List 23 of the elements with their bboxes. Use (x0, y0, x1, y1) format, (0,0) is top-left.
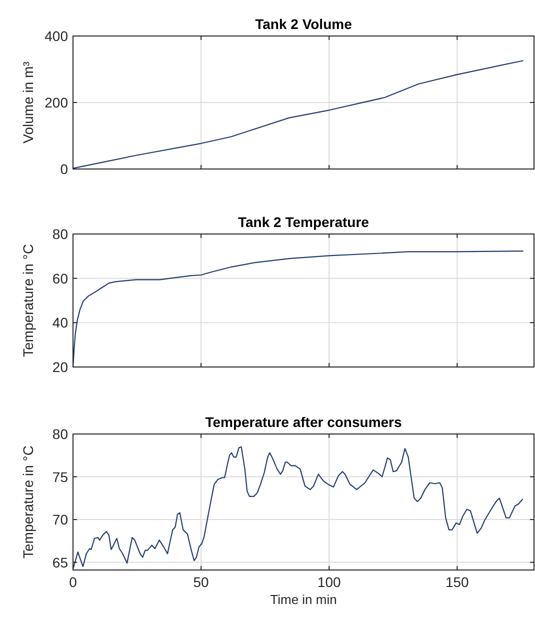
y-tick-label: 80 (52, 426, 68, 442)
y-tick-label: 40 (52, 314, 68, 331)
y-tick-label: 70 (52, 512, 68, 528)
chart-title: Tank 2 Temperature (238, 214, 370, 230)
y-axis-title: Temperature in °C (20, 244, 36, 357)
y-tick-label: 0 (60, 161, 68, 177)
y-tick-label: 200 (44, 94, 68, 110)
line-series (72, 60, 524, 169)
x-tick-label: 150 (445, 574, 470, 590)
y-tick-label: 80 (52, 226, 68, 242)
y-tick-label: 20 (52, 359, 68, 375)
y-axis-title: Temperature in °C (20, 446, 36, 558)
y-tick-label: 75 (52, 468, 68, 485)
chart-title: Temperature after consumers (205, 414, 402, 430)
x-tick-label: 100 (317, 574, 342, 590)
x-axis-title: Time in min (270, 592, 337, 607)
y-tick-label: 60 (52, 270, 68, 286)
y-tick-label: 65 (52, 554, 68, 570)
chart-title: Tank 2 Volume (255, 16, 352, 32)
line-series (72, 446, 524, 570)
x-tick-label: 50 (193, 574, 210, 590)
y-tick-label: 400 (44, 28, 68, 44)
y-axis-title: Volume in m³ (20, 61, 36, 144)
